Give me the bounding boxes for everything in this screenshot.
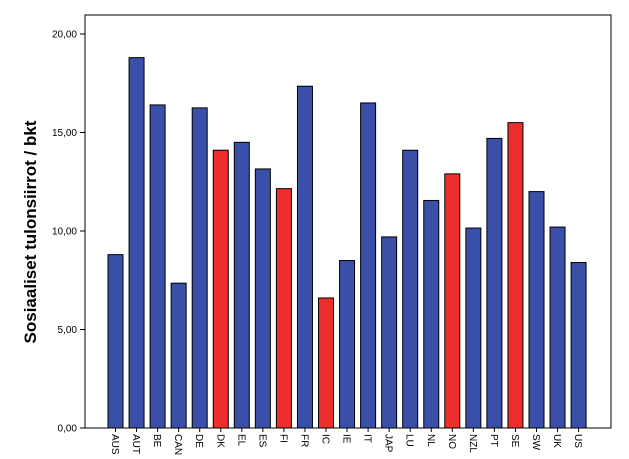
x-tick-label: EL [235,434,246,447]
bar-fr [296,85,313,429]
y-axis: 0,00 5,00 10,00 15,00 20,00 [52,30,85,435]
bar-pt [486,137,503,429]
x-tick-label: IT [362,434,373,443]
bar-ic [318,297,334,429]
x-tick-label: US [572,434,583,448]
x-tick-label: SE [509,434,520,448]
y-tick-label: 5,00 [58,325,78,336]
x-tick-label: IC [320,434,331,444]
bar-be [149,104,166,429]
bar-jap [381,236,398,429]
x-tick-label: DE [193,434,204,448]
y-tick-label: 10,00 [52,227,77,238]
bar-el [233,141,250,429]
x-tick-label: NO [446,434,457,449]
bar-us [570,262,587,429]
bar-aut [128,57,145,429]
bar-de [191,107,208,429]
x-tick-label: LU [404,434,415,447]
x-tick-label: JAP [383,434,394,453]
x-tick-label: PT [488,434,499,447]
x-tick-label: AUT [130,434,141,454]
x-tick-label: DK [214,434,225,448]
x-tick-label: BE [151,434,162,448]
x-tick-label: IE [341,434,352,444]
y-tick-label: 15,00 [52,128,77,139]
x-axis: AUS AUT BE CAN DE DK EL ES FI FR IC IE IT JAP LU NL NO NZ… [109,428,583,455]
x-tick-label: AUS [109,434,120,455]
bar-es [254,168,271,429]
y-tick-label: 20,00 [52,30,77,41]
x-tick-label: SW [530,434,541,451]
x-tick-label: FR [298,434,309,447]
x-tick-label: NL [425,434,436,447]
bar-ie [339,260,356,429]
bar-lu [402,149,419,429]
bar-sw [528,191,545,429]
bar-series [107,57,587,429]
bar-uk [549,226,566,429]
bar-dk [212,149,229,429]
bar-se [507,122,524,429]
bar-nzl [465,227,482,429]
y-tick-label: 0,00 [58,424,78,435]
bar-fi [275,188,292,429]
y-axis-title: Sosiaaliset tulonsiirrot / bkt [21,120,40,343]
bar-it [360,102,377,429]
x-tick-label: NZL [467,434,478,453]
x-tick-label: CAN [172,434,183,455]
bar-nl [423,199,440,429]
x-tick-label: FI [277,434,288,443]
x-tick-label: ES [256,434,267,448]
bar-can [170,282,187,429]
x-tick-label: UK [551,434,562,448]
bar-aus [107,254,124,429]
bar-no [444,173,461,429]
